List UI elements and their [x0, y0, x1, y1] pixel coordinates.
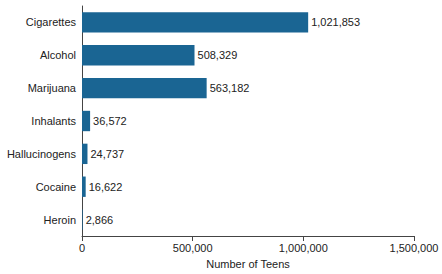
- svg-text:1,021,853: 1,021,853: [311, 16, 360, 28]
- svg-text:563,182: 563,182: [210, 82, 250, 94]
- svg-text:2,866: 2,866: [86, 214, 114, 226]
- svg-text:500,000: 500,000: [173, 242, 213, 254]
- svg-text:Cocaine: Cocaine: [36, 181, 76, 193]
- svg-text:0: 0: [79, 242, 85, 254]
- svg-text:1,500,000: 1,500,000: [390, 242, 439, 254]
- svg-text:Alcohol: Alcohol: [40, 49, 76, 61]
- svg-text:Hallucinogens: Hallucinogens: [7, 148, 77, 160]
- svg-text:508,329: 508,329: [198, 49, 238, 61]
- svg-text:Marijuana: Marijuana: [28, 82, 77, 94]
- svg-text:Number of Teens: Number of Teens: [206, 258, 290, 270]
- svg-text:Heroin: Heroin: [44, 214, 76, 226]
- svg-text:24,737: 24,737: [90, 148, 124, 160]
- svg-text:Cigarettes: Cigarettes: [26, 16, 77, 28]
- svg-text:16,622: 16,622: [89, 181, 123, 193]
- svg-text:1,000,000: 1,000,000: [279, 242, 328, 254]
- svg-text:Inhalants: Inhalants: [31, 115, 76, 127]
- svg-text:36,572: 36,572: [93, 115, 127, 127]
